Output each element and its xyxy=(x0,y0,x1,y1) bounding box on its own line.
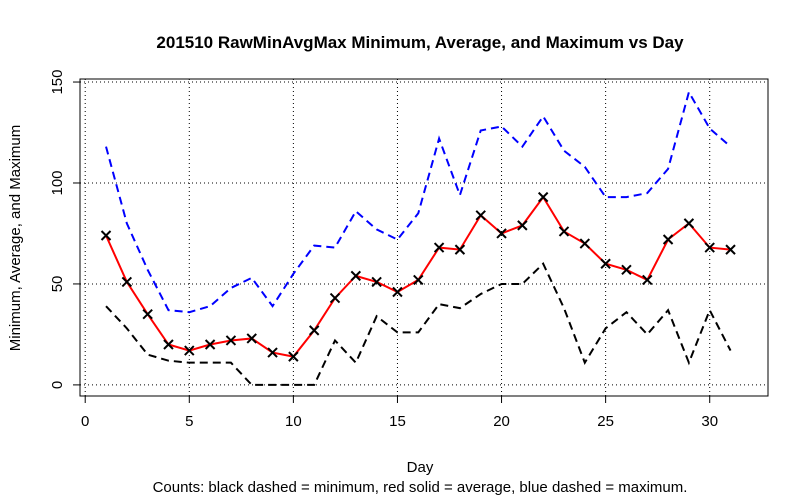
point-marker xyxy=(413,274,424,286)
series-line xyxy=(105,89,732,314)
series-line xyxy=(105,262,732,386)
point-marker xyxy=(308,325,320,336)
y-tick-label: 50 xyxy=(49,276,66,293)
point-marker xyxy=(392,286,403,298)
y-tick-label: 150 xyxy=(49,70,66,95)
point-marker xyxy=(662,234,674,245)
point-marker xyxy=(496,228,507,239)
point-marker xyxy=(600,258,611,269)
x-tick-label: 25 xyxy=(597,413,614,430)
x-tick-label: 0 xyxy=(81,413,89,430)
x-axis-label: Day xyxy=(407,459,434,476)
point-marker xyxy=(537,191,549,203)
point-marker xyxy=(475,210,486,221)
y-tick-label: 100 xyxy=(49,170,66,195)
point-marker xyxy=(579,238,591,249)
point-marker xyxy=(704,242,715,253)
x-tick-label: 15 xyxy=(389,413,406,430)
point-marker xyxy=(433,242,445,253)
chart-title: 201510 RawMinAvgMax Minimum, Average, an… xyxy=(156,33,684,52)
point-marker xyxy=(288,351,299,362)
point-marker xyxy=(204,339,216,350)
point-marker xyxy=(350,270,362,282)
point-marker xyxy=(184,345,195,356)
y-tick-label: 0 xyxy=(49,381,66,389)
x-tick-label: 20 xyxy=(493,413,510,430)
point-marker xyxy=(121,276,133,288)
plot-frame xyxy=(79,78,769,397)
point-marker xyxy=(454,244,466,255)
caption: Counts: black dashed = minimum, red soli… xyxy=(153,479,688,496)
point-marker xyxy=(371,276,382,288)
point-marker xyxy=(558,226,570,237)
point-marker xyxy=(163,339,174,350)
point-marker xyxy=(725,244,736,255)
x-tick-label: 5 xyxy=(185,413,193,430)
point-marker xyxy=(142,309,153,320)
point-marker xyxy=(683,218,695,229)
point-marker xyxy=(100,230,112,241)
point-marker xyxy=(642,274,653,286)
point-marker xyxy=(246,333,257,344)
point-marker xyxy=(621,264,632,276)
point-marker xyxy=(225,335,237,346)
point-marker xyxy=(329,292,341,304)
x-tick-label: 10 xyxy=(285,413,302,430)
point-marker xyxy=(267,347,278,358)
y-axis-label: Minimum, Average, and Maximum xyxy=(7,125,24,351)
x-tick-label: 30 xyxy=(701,413,718,430)
point-marker xyxy=(517,220,528,231)
